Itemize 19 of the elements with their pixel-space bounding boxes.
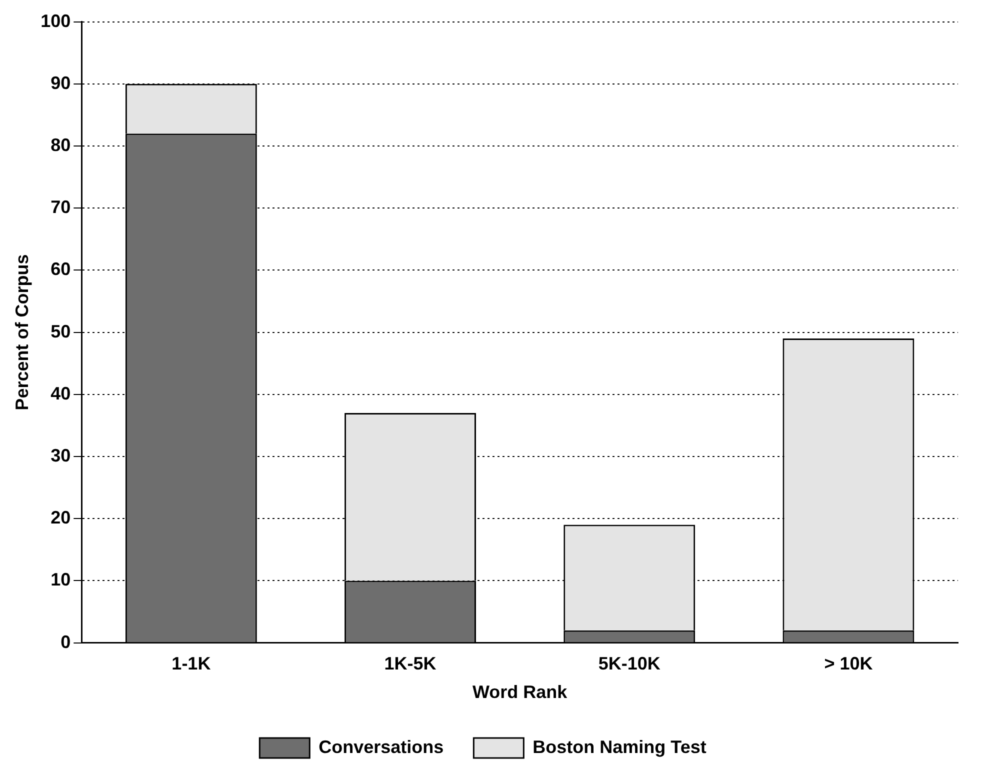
x-tick-label: 1-1K: [172, 654, 211, 674]
y-tick-label: 70: [50, 197, 71, 218]
y-tick-label: 10: [50, 570, 71, 590]
y-tick-label: 20: [50, 508, 71, 528]
y-tick-label: 90: [50, 72, 71, 93]
y-tick-label: 40: [50, 383, 71, 404]
y-tick-label: 60: [50, 259, 71, 280]
y-axis-title: Percent of Corpus: [12, 254, 32, 410]
x-tick-label: > 10K: [824, 654, 873, 674]
x-axis-title: Word Rank: [472, 682, 568, 702]
legend-label: Conversations: [318, 736, 444, 757]
y-tick-label: 100: [40, 10, 71, 31]
x-tick-label: 1K-5K: [384, 654, 436, 674]
y-tick-label: 0: [60, 632, 71, 652]
legend-label: Boston Naming Test: [532, 736, 706, 757]
x-tick-label: 5K-10K: [598, 654, 660, 674]
y-tick-label: 80: [50, 134, 71, 155]
y-tick-label: 50: [50, 321, 71, 342]
y-tick-label: 30: [50, 445, 71, 466]
